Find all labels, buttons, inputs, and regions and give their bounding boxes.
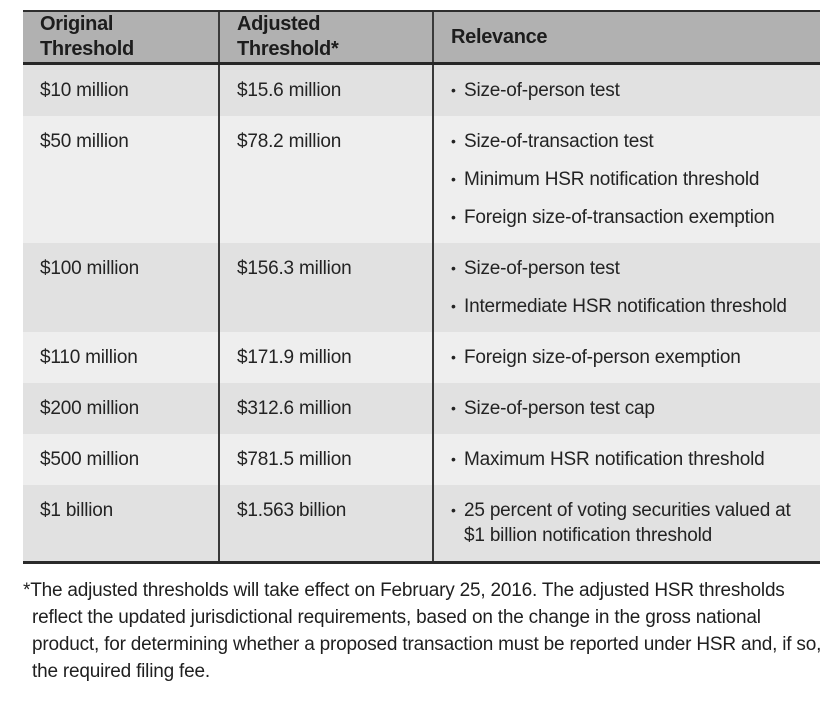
relevance-item: • Size-of-person test cap [451, 396, 804, 421]
bullet-icon: • [451, 82, 456, 98]
bullet-icon: • [451, 260, 456, 276]
bullet-icon: • [451, 209, 456, 225]
bullet-icon: • [451, 298, 456, 314]
original-threshold-cell: $100 million [40, 258, 139, 279]
hsr-threshold-table: Original Threshold Adjusted Threshold* R… [23, 10, 820, 564]
relevance-text: Size-of-transaction test [464, 131, 654, 152]
relevance-cell: • Size-of-transaction test • Minimum HSR no… [432, 116, 820, 243]
table-row: $200 million $312.6 million • Size-of-per… [23, 383, 820, 434]
relevance-item: • Foreign size-of-transaction exemption [451, 205, 804, 230]
bullet-icon: • [451, 502, 456, 518]
adjusted-threshold-cell: $312.6 million [218, 383, 432, 434]
relevance-text: Foreign size-of-transaction exemption [464, 207, 775, 228]
relevance-text: Foreign size-of-person exemption [464, 347, 741, 368]
table-row: $50 million $78.2 million • Size-of-trans… [23, 116, 820, 243]
relevance-text: Size-of-person test cap [464, 398, 655, 419]
table-row: $10 million $15.6 million • Size-of-perso… [23, 65, 820, 116]
bullet-icon: • [451, 133, 456, 149]
table-row: $1 billion $1.563 billion • 25 percent of… [23, 485, 820, 561]
relevance-item: • 25 percent of voting securities valued … [451, 498, 804, 548]
relevance-text: Size-of-person test [464, 80, 620, 101]
relevance-item: • Minimum HSR notification threshold [451, 167, 804, 192]
bullet-icon: • [451, 171, 456, 187]
table-body: $10 million $15.6 million • Size-of-perso… [23, 65, 820, 561]
relevance-cell: • Size-of-person test cap [432, 383, 820, 434]
relevance-text: Minimum HSR notification threshold [464, 169, 760, 190]
original-threshold-cell: $110 million [40, 347, 138, 368]
original-threshold-cell: $50 million [40, 131, 129, 152]
bullet-icon: • [451, 400, 456, 416]
relevance-cell: • Maximum HSR notification threshold [432, 434, 820, 485]
table-row: $100 million $156.3 million • Size-of-per… [23, 243, 820, 332]
original-threshold-cell: $200 million [40, 398, 139, 419]
footnote: *The adjusted thresholds will take effec… [23, 580, 822, 682]
adjusted-threshold-cell: $171.9 million [218, 332, 432, 383]
adjusted-threshold-cell: $15.6 million [218, 65, 432, 116]
original-threshold-cell: $1 billion [40, 500, 113, 521]
header-relevance: Relevance [432, 12, 820, 62]
table-row: $500 million $781.5 million • Maximum HSR… [23, 434, 820, 485]
bullet-icon: • [451, 349, 456, 365]
relevance-text: 25 percent of voting securities valued a… [464, 500, 791, 546]
adjusted-threshold-cell: $156.3 million [218, 243, 432, 332]
original-threshold-cell: $500 million [40, 449, 139, 470]
table-row: $110 million $171.9 million • Foreign siz… [23, 332, 820, 383]
relevance-cell: • Size-of-person test • Intermediate HSR no… [432, 243, 820, 332]
relevance-cell: • Foreign size-of-person exemption [432, 332, 820, 383]
relevance-item: • Size-of-transaction test [451, 129, 804, 154]
relevance-item: • Foreign size-of-person exemption [451, 345, 804, 370]
relevance-item: • Size-of-person test [451, 78, 804, 103]
original-threshold-cell: $10 million [40, 80, 129, 101]
relevance-cell: • 25 percent of voting securities valued … [432, 485, 820, 561]
relevance-cell: • Size-of-person test [432, 65, 820, 116]
relevance-text: Intermediate HSR notification threshold [464, 296, 787, 317]
adjusted-threshold-cell: $78.2 million [218, 116, 432, 243]
relevance-item: • Intermediate HSR notification threshold [451, 294, 804, 319]
adjusted-threshold-cell: $781.5 million [218, 434, 432, 485]
relevance-text: Size-of-person test [464, 258, 620, 279]
header-original-threshold: Original Threshold [40, 13, 134, 60]
relevance-text: Maximum HSR notification threshold [464, 449, 765, 470]
adjusted-threshold-cell: $1.563 billion [218, 485, 432, 561]
bullet-icon: • [451, 451, 456, 467]
header-adjusted-threshold: Adjusted Threshold* [218, 12, 432, 62]
relevance-item: • Maximum HSR notification threshold [451, 447, 804, 472]
table-header-row: Original Threshold Adjusted Threshold* R… [23, 12, 820, 65]
relevance-item: • Size-of-person test [451, 256, 804, 281]
